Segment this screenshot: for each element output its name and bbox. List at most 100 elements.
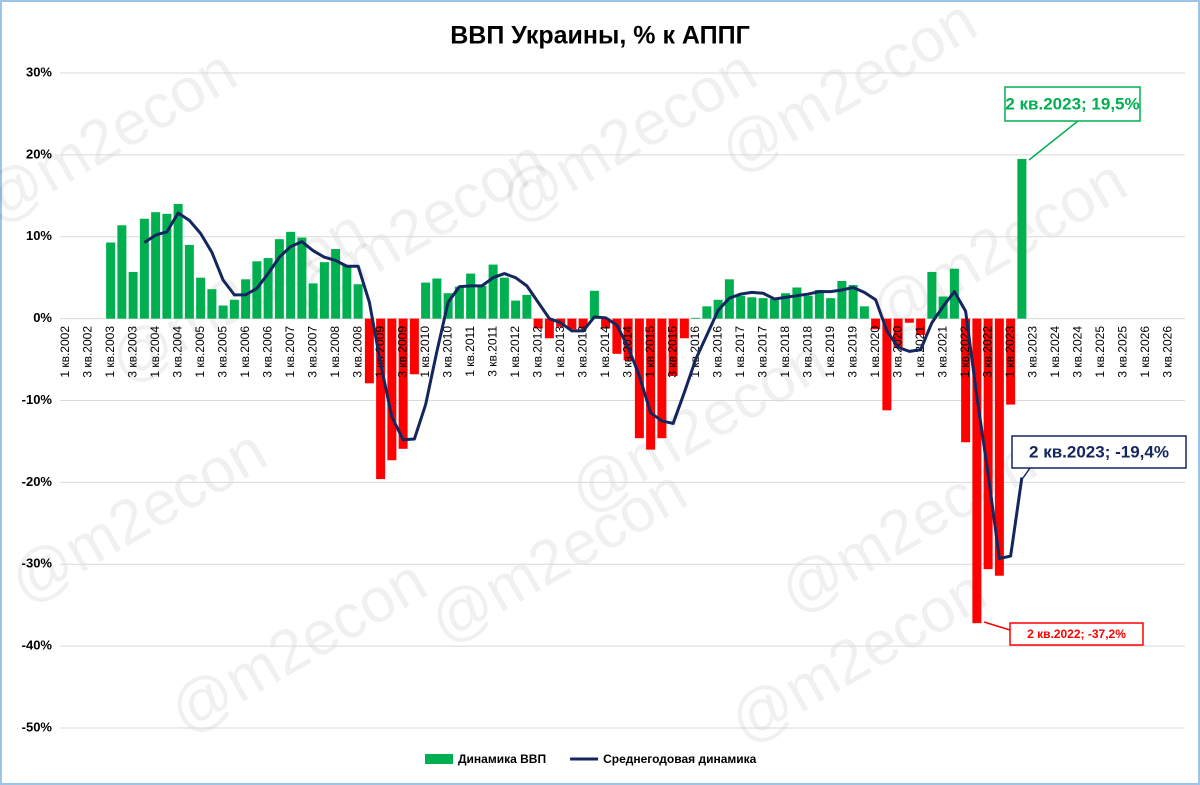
bar (364, 318, 374, 384)
x-tick-label: 3 кв.2026 (1160, 326, 1174, 378)
x-tick-label: 3 кв.2017 (755, 326, 769, 378)
annotation-leader (1028, 120, 1079, 161)
bar (454, 286, 464, 319)
y-tick-label: -50% (22, 719, 53, 734)
x-tick-label: 1 кв.2008 (328, 326, 342, 378)
bar (983, 318, 993, 570)
bar (612, 318, 622, 354)
x-tick-label: 3 кв.2002 (80, 326, 94, 378)
x-tick-label: 1 кв.2010 (418, 326, 432, 378)
x-tick-label: 1 кв.2020 (868, 326, 882, 378)
x-tick-label: 3 кв.2016 (710, 326, 724, 378)
x-tick-label: 1 кв.2026 (1138, 326, 1152, 378)
bar (263, 258, 273, 319)
bar (196, 277, 206, 319)
x-tick-label: 1 кв.2024 (1048, 326, 1062, 378)
y-tick-label: -30% (22, 556, 53, 571)
bar (353, 284, 363, 319)
bar (646, 318, 656, 450)
bar (499, 277, 509, 319)
legend-label: Среднегодовая динамика (603, 752, 757, 766)
x-tick-label: 3 кв.2003 (125, 326, 139, 378)
bar (207, 289, 217, 319)
annotation: 2 кв.2022; -37,2% (1027, 627, 1126, 641)
x-tick-label: 1 кв.2007 (283, 326, 297, 378)
bar (702, 306, 712, 319)
bar (139, 218, 149, 319)
y-tick-label: -40% (22, 638, 53, 653)
y-tick-label: 30% (26, 64, 52, 79)
bar (297, 237, 307, 319)
bar (623, 318, 633, 361)
bar (308, 283, 318, 319)
x-tick-label: 3 кв.2004 (170, 326, 184, 378)
bar (241, 279, 251, 319)
bar (882, 318, 892, 411)
chart-title: ВВП Украины, % к АППГ (450, 22, 750, 50)
x-tick-label: 1 кв.2018 (778, 326, 792, 378)
bar (173, 204, 183, 319)
annotation-box (1011, 435, 1187, 469)
x-tick-label: 3 кв.2020 (890, 326, 904, 378)
bar (859, 306, 869, 319)
bar (691, 317, 701, 319)
bar (421, 282, 431, 319)
bar (893, 318, 903, 348)
x-tick-label: 1 кв.2015 (643, 326, 657, 378)
line (143, 211, 1024, 561)
y-tick-label: -20% (22, 474, 53, 489)
bar (657, 318, 667, 439)
bar (1017, 158, 1027, 319)
bar (668, 318, 678, 376)
legend-label: Динамика ВВП (458, 752, 546, 766)
annotation-leader (983, 621, 1011, 631)
bar (477, 285, 487, 319)
bar (533, 318, 543, 329)
x-tick-label: 3 кв.2005 (215, 326, 229, 378)
annotation: 2 кв.2023; -19,4% (1029, 442, 1169, 461)
x-tick-label: 1 кв.2019 (823, 326, 837, 378)
x-tick-label: 1 кв.2011 (463, 326, 477, 377)
annotation-leader (1022, 467, 1031, 479)
bar (184, 244, 194, 319)
x-tick-label: 3 кв.2021 (935, 326, 949, 378)
bar (769, 298, 779, 319)
x-tick-label: 1 кв.2006 (238, 326, 252, 378)
bar (736, 295, 746, 319)
bar (218, 305, 228, 319)
bar (319, 262, 329, 319)
bar (758, 298, 768, 319)
bar (904, 318, 914, 323)
bar (511, 300, 521, 319)
bar (916, 318, 926, 335)
bar (387, 318, 397, 461)
x-tick-label: 3 кв.2006 (260, 326, 274, 378)
x-tick-label: 1 кв.2002 (58, 326, 72, 378)
bar (376, 318, 386, 480)
x-tick-label: 3 кв.2010 (440, 326, 454, 378)
y-tick-label: -10% (22, 392, 53, 407)
bar (589, 290, 599, 319)
bar (803, 295, 813, 319)
x-tick-label: 3 кв.2025 (1115, 326, 1129, 378)
legend-swatch (425, 754, 453, 764)
x-tick-label: 3 кв.2007 (305, 326, 319, 378)
bar (128, 271, 138, 319)
x-tick-label: 3 кв.2009 (395, 326, 409, 378)
bar (331, 249, 341, 319)
bar (544, 318, 554, 339)
bar (466, 273, 476, 319)
x-tick-label: 1 кв.2014 (598, 326, 612, 378)
bar (679, 318, 689, 339)
bar (229, 299, 239, 319)
x-tick-label: 1 кв.2013 (553, 326, 567, 378)
x-tick-label: 3 кв.2013 (575, 326, 589, 378)
bar (848, 285, 858, 319)
x-tick-label: 3 кв.2015 (665, 326, 679, 378)
bar (398, 318, 408, 449)
x-tick-label: 1 кв.2023 (1003, 326, 1017, 378)
annotation-box (1004, 86, 1141, 122)
bar (488, 264, 498, 319)
bar (274, 239, 284, 319)
